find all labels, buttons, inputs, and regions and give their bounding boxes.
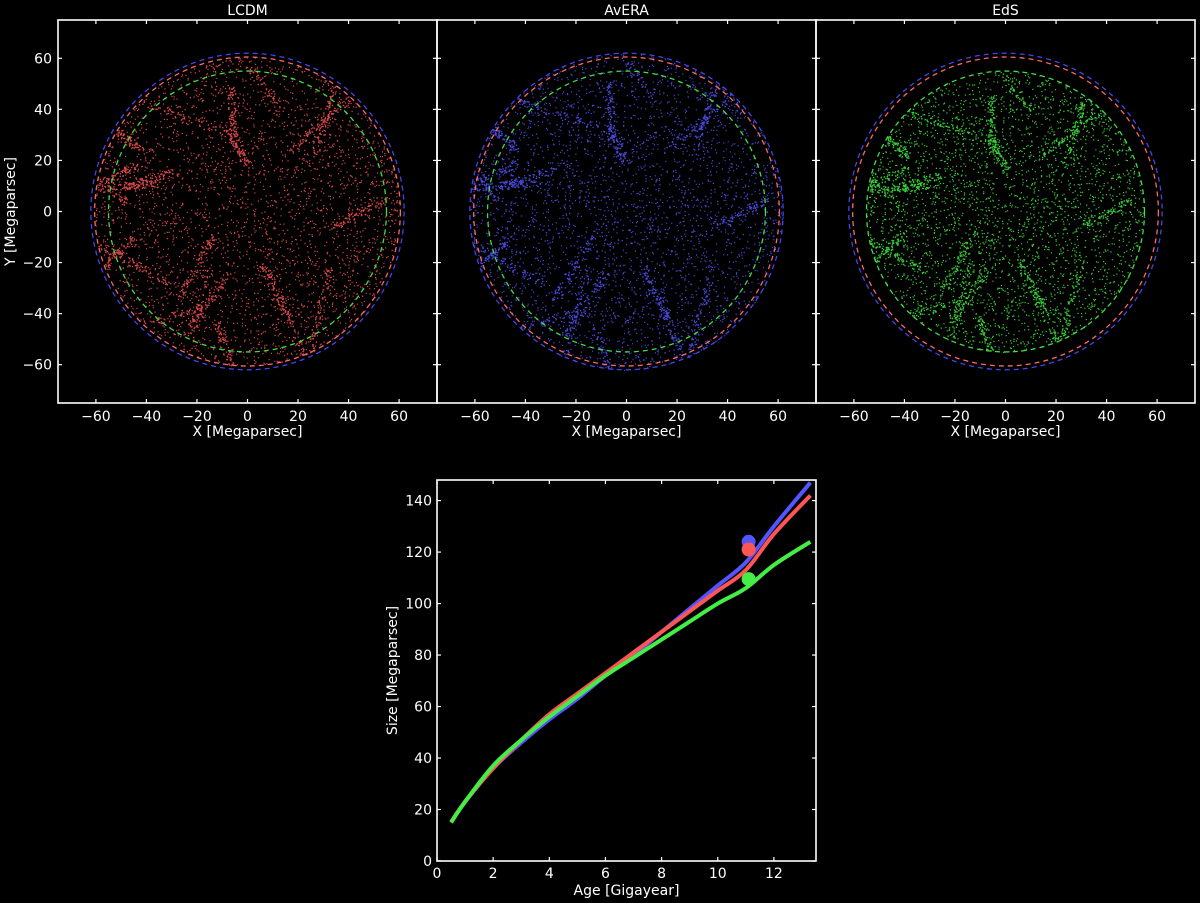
y-tick-label: 120 (405, 545, 432, 561)
y-axis-label: Y [Megaparsec] (3, 157, 19, 267)
y-tick-label: 20 (414, 803, 432, 819)
y-tick-label: 0 (423, 854, 432, 870)
x-axis-label: X [Megaparsec] (572, 424, 682, 440)
x-tick-label: 0 (243, 409, 252, 425)
x-tick-label: 0 (433, 866, 442, 882)
y-tick-label: 60 (414, 700, 432, 716)
y-tick-label: 140 (405, 494, 432, 510)
dashed-circle (469, 52, 784, 371)
marker-eds (741, 572, 756, 587)
scatter-panel-eds: −60 −40 −20 0 20 40 60 EdS X [Megaparsec] (815, 3, 1196, 440)
x-tick-label: 0 (1001, 409, 1010, 425)
particles (470, 54, 784, 371)
dashed-circle (93, 56, 402, 367)
panel-title: AvERA (604, 3, 649, 19)
y-tick-label: 0 (43, 205, 52, 221)
x-axis-label: X [Megaparsec] (193, 424, 303, 440)
y-tick-label: −40 (22, 307, 52, 323)
dashed-circle (472, 56, 781, 367)
axes-frame (57, 19, 438, 404)
dashed-circle (107, 70, 388, 353)
x-tick-label: 10 (709, 866, 727, 882)
x-tick-label: 40 (719, 409, 737, 425)
y-tick-label: 20 (34, 153, 52, 169)
marker-lcdm (741, 542, 756, 557)
x-tick-label: 20 (1047, 409, 1065, 425)
dashed-circle (848, 52, 1163, 371)
y-tick-label: 40 (414, 751, 432, 767)
x-tick-label: −20 (561, 409, 591, 425)
series-line-eds (449, 540, 812, 824)
panel-title: LCDM (227, 3, 267, 19)
x-tick-label: −40 (890, 409, 920, 425)
x-tick-label: 0 (622, 409, 631, 425)
x-tick-label: −60 (81, 409, 111, 425)
dashed-circle (90, 52, 405, 371)
dashed-circle (851, 56, 1160, 367)
x-tick-label: 40 (1098, 409, 1116, 425)
panel-title: EdS (992, 3, 1019, 19)
y-tick-label: 40 (34, 102, 52, 118)
x-tick-label: −20 (940, 409, 970, 425)
x-tick-label: 4 (545, 866, 554, 882)
x-axis-label: X [Megaparsec] (951, 424, 1061, 440)
x-tick-label: −60 (460, 409, 490, 425)
y-tick-label: 80 (414, 648, 432, 664)
x-tick-label: −20 (182, 409, 212, 425)
x-tick-label: 40 (340, 409, 358, 425)
dashed-circle (865, 70, 1146, 353)
x-tick-label: 6 (601, 866, 610, 882)
y-axis-label: Size [Megaparsec] (385, 606, 401, 735)
x-tick-label: 60 (1148, 409, 1166, 425)
y-tick-label: −20 (22, 256, 52, 272)
x-tick-label: 2 (489, 866, 498, 882)
x-tick-label: 12 (765, 866, 783, 882)
y-tick-label: −60 (22, 358, 52, 374)
scatter-panel-lcdm: −60 −40 −20 0 20 40 60 −60 −40 −20 0 20 40 60 LCDM X [M… (3, 3, 438, 440)
dashed-circle (486, 70, 767, 353)
x-tick-label: −60 (839, 409, 869, 425)
x-tick-label: 60 (390, 409, 408, 425)
x-tick-label: 60 (769, 409, 787, 425)
x-tick-label: 20 (668, 409, 686, 425)
scatter-panel-avera: −60 −40 −20 0 20 40 60 AvERA X [Megaparsec] (436, 3, 817, 440)
axes-frame (436, 479, 817, 862)
x-tick-label: 20 (289, 409, 307, 425)
y-tick-label: 100 (405, 597, 432, 613)
x-tick-label: −40 (511, 409, 541, 425)
particles (95, 57, 400, 367)
x-axis-label: Age [Gigayear] (574, 883, 680, 899)
x-tick-label: 8 (657, 866, 666, 882)
x-tick-label: −40 (132, 409, 162, 425)
y-tick-label: 60 (34, 51, 52, 67)
